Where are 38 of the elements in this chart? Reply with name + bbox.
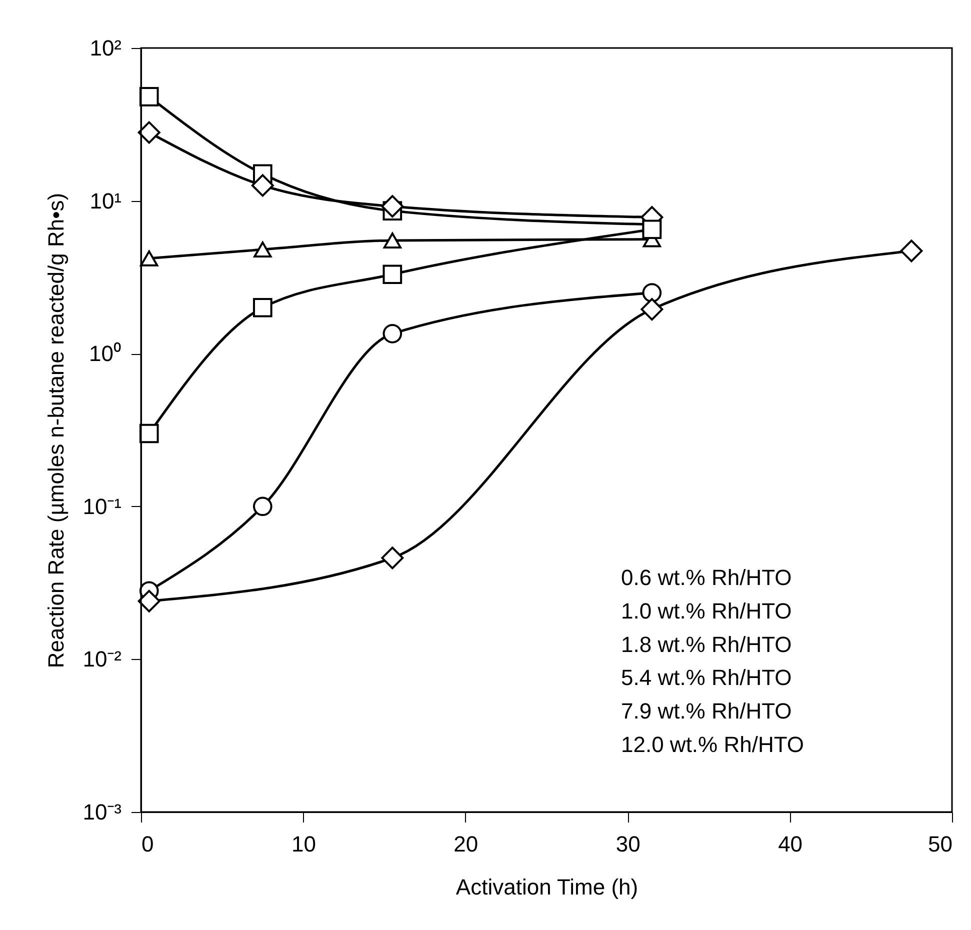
x-tick-label: 10 — [291, 832, 316, 856]
point — [382, 264, 402, 284]
point — [381, 195, 404, 218]
y-tick-label: 10⁰ — [89, 341, 122, 366]
point — [140, 250, 158, 266]
point — [252, 496, 272, 516]
point — [640, 298, 664, 321]
point — [139, 87, 159, 106]
y-tick-label: 10⁻¹ — [82, 494, 122, 519]
x-axis-title: Activation Time (h) — [456, 874, 638, 900]
y-tick-label: 10⁻³ — [82, 800, 122, 824]
x-tick-label: 30 — [616, 832, 640, 856]
annotation: 0.6 wt.% Rh/HTO — [621, 565, 792, 590]
point — [251, 174, 274, 197]
annotation: 12.0 wt.% Rh/HTO — [621, 732, 804, 757]
y-tick-label: 10¹ — [90, 188, 122, 214]
point — [138, 121, 160, 144]
x-tick-label: 0 — [142, 832, 154, 856]
point — [900, 240, 923, 262]
point — [642, 283, 662, 302]
x-tick-label: 20 — [454, 832, 478, 856]
point — [383, 232, 402, 248]
point — [139, 424, 159, 444]
annotation: 1.8 wt.% Rh/HTO — [621, 632, 792, 657]
annotation: 5.4 wt.% Rh/HTO — [621, 665, 792, 690]
point — [138, 590, 160, 612]
annotation: 1.0 wt.% Rh/HTO — [621, 598, 792, 624]
x-tick-label: 40 — [778, 832, 803, 856]
annotation: 7.9 wt.% Rh/HTO — [621, 698, 792, 724]
y-tick-label: 10² — [90, 36, 122, 60]
y-tick-label: 10⁻² — [82, 646, 122, 672]
point — [642, 220, 662, 240]
y-axis-title: Reaction Rate (µmoles n-butane reacted/g Rh•s) — [44, 192, 69, 668]
point — [252, 298, 272, 318]
point — [382, 324, 402, 344]
point — [254, 242, 272, 258]
point — [381, 546, 404, 570]
x-tick-label: 50 — [928, 832, 952, 856]
